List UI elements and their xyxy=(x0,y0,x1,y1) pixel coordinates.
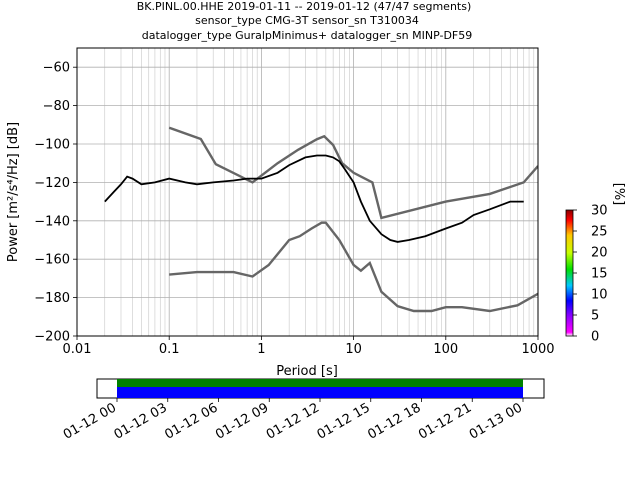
time-tick-label: 01-12 18 xyxy=(365,400,423,442)
y-axis-ticks: −60 −80 −100 −120 −140 −160 −180 −200 xyxy=(34,61,77,345)
coverage-data-bar xyxy=(117,387,523,398)
time-tick-label: 01-13 00 xyxy=(467,400,525,442)
colorbar-tick-label: 10 xyxy=(591,288,608,303)
chart-title-line-3: datalogger_type GuralpMinimus+ datalogge… xyxy=(142,29,473,42)
noise-models xyxy=(168,126,538,313)
high-noise-model-line xyxy=(168,126,538,220)
median-line xyxy=(104,154,524,243)
chart-title-line-1: BK.PINL.00.HHE 2019-01-11 -- 2019-01-12 … xyxy=(137,0,472,13)
colorbar-tick-label: 25 xyxy=(591,225,608,240)
time-tick-label: 01-12 21 xyxy=(416,400,474,442)
colorbar-tick-label: 0 xyxy=(591,330,599,345)
y-tick-label: −100 xyxy=(34,138,70,153)
plot-frame xyxy=(76,47,539,337)
time-tick-label: 01-12 06 xyxy=(162,400,220,442)
y-tick-label: −200 xyxy=(34,330,70,345)
colorbar-tick-label: 20 xyxy=(591,246,608,261)
x-axis-label: Period [s] xyxy=(276,364,338,379)
x-tick-label: 0.1 xyxy=(159,342,180,357)
colorbar-tick-label: 5 xyxy=(591,309,599,324)
plot-area xyxy=(77,48,538,336)
coverage-used-bar xyxy=(117,379,523,387)
time-tick-label: 01-12 00 xyxy=(61,400,119,442)
x-axis-ticks: 0.01 0.1 1 10 100 1000 xyxy=(63,336,555,357)
y-tick-label: −60 xyxy=(43,61,70,76)
time-tick-label: 01-12 12 xyxy=(264,400,322,442)
x-tick-label: 1000 xyxy=(521,342,554,357)
minor-grid xyxy=(104,48,535,336)
time-tick-label: 01-12 09 xyxy=(213,400,271,442)
colorbar xyxy=(565,209,574,337)
x-tick-label: 0.01 xyxy=(63,342,92,357)
colorbar-ticks: 0 5 10 15 20 25 30 xyxy=(573,204,608,345)
median-psd xyxy=(104,154,524,243)
time-tick-label: 01-12 15 xyxy=(315,400,373,442)
x-tick-label: 1 xyxy=(257,342,265,357)
colorbar-label: [%] xyxy=(611,183,626,206)
low-noise-model-line xyxy=(169,221,538,313)
y-tick-label: −80 xyxy=(43,99,70,114)
x-tick-label: 100 xyxy=(433,342,458,357)
y-axis-label: Power [m²/s⁴/Hz] [dB] xyxy=(6,122,21,262)
colorbar-tick-label: 30 xyxy=(591,204,608,219)
x-tick-label: 10 xyxy=(345,342,362,357)
chart-title-line-2: sensor_type CMG-3T sensor_sn T310034 xyxy=(195,14,419,27)
y-tick-label: −140 xyxy=(34,214,70,229)
y-tick-label: −180 xyxy=(34,291,70,306)
colorbar-tick-label: 15 xyxy=(591,267,608,282)
time-tick-label: 01-12 03 xyxy=(112,400,170,442)
y-tick-label: −160 xyxy=(34,253,70,268)
y-tick-label: −120 xyxy=(34,176,70,191)
